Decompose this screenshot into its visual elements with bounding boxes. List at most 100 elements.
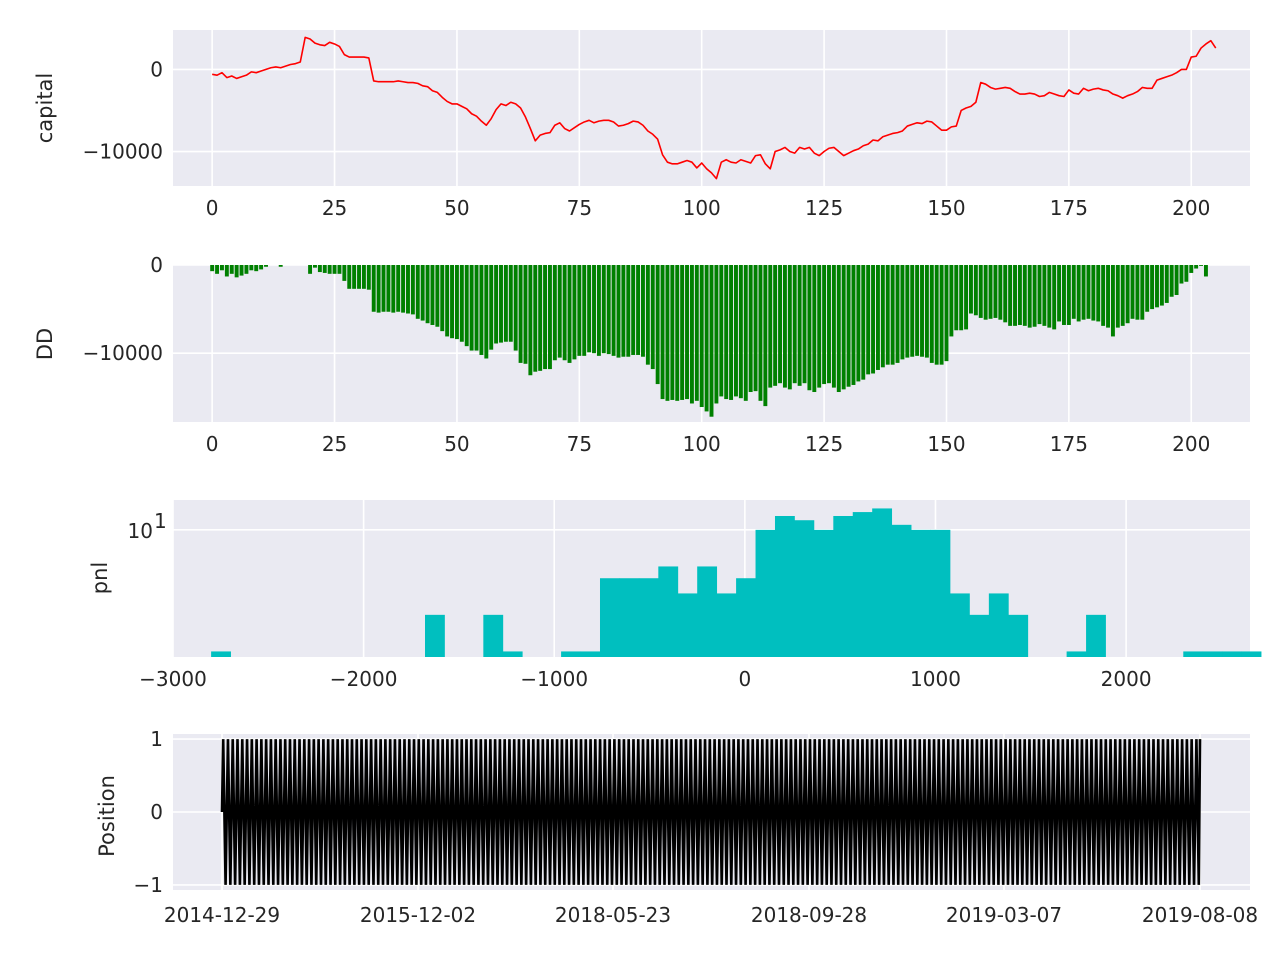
- pnl-histogram-bar: [774, 516, 795, 657]
- drawdown-bar: [1042, 265, 1047, 326]
- drawdown-bar: [494, 265, 499, 344]
- drawdown-bar: [562, 265, 567, 361]
- drawdown-bar: [1096, 265, 1101, 322]
- drawdown-bar: [450, 265, 454, 339]
- drawdown-bar: [327, 265, 332, 274]
- pnl-histogram-bar: [872, 508, 893, 657]
- drawdown-bar: [391, 265, 396, 313]
- pnl-histogram-bar: [755, 529, 776, 657]
- drawdown-bar: [1027, 265, 1032, 328]
- drawdown-bar: [430, 265, 435, 325]
- drawdown-bar: [1003, 265, 1008, 323]
- drawdown-bar: [1179, 265, 1184, 284]
- drawdown-bar: [729, 265, 734, 400]
- pnl-histogram-bar: [813, 529, 834, 657]
- drawdown-bar: [601, 265, 606, 354]
- x-tick-label: 75: [567, 432, 592, 456]
- x-tick-label: 25: [322, 432, 347, 456]
- drawdown-bar: [802, 265, 807, 384]
- drawdown-bar: [724, 265, 729, 400]
- x-tick-label: 125: [805, 196, 843, 220]
- drawdown-bar: [308, 265, 313, 274]
- drawdown-bar: [425, 265, 430, 324]
- drawdown-y-axis-label: DD: [33, 328, 57, 360]
- drawdown-bar: [699, 265, 704, 408]
- drawdown-bar: [1032, 265, 1037, 327]
- drawdown-bar: [259, 265, 264, 270]
- drawdown-bar: [748, 265, 753, 393]
- drawdown-bar: [660, 265, 665, 400]
- drawdown-bar: [993, 265, 998, 318]
- drawdown-bar: [254, 265, 259, 272]
- drawdown-bar: [1071, 265, 1076, 319]
- pnl-histogram-bar: [658, 566, 679, 657]
- drawdown-bar: [220, 265, 224, 271]
- drawdown-bar: [734, 265, 738, 397]
- drawdown-bar: [1057, 265, 1062, 322]
- drawdown-bar: [675, 265, 680, 401]
- drawdown-bar: [332, 265, 337, 274]
- drawdown-bar-chart: 0 25 50 75 100 125 150 175 200 0 −10000 DD: [33, 253, 1250, 456]
- x-tick-label: 2019-03-07: [946, 903, 1062, 927]
- drawdown-bar: [538, 265, 543, 371]
- drawdown-bar: [1169, 265, 1174, 297]
- drawdown-bar: [322, 265, 327, 273]
- drawdown-bar: [210, 265, 215, 272]
- drawdown-bar: [513, 265, 518, 351]
- drawdown-bar: [929, 265, 934, 363]
- position-y-axis-label: Position: [95, 775, 119, 857]
- drawdown-bar: [807, 265, 812, 391]
- position-step-chart: 2014-12-29 2015-12-02 2018-05-23 2018-09-28…: [95, 727, 1258, 927]
- x-tick-label: 2019-08-08: [1142, 903, 1258, 927]
- drawdown-bar: [920, 265, 924, 357]
- drawdown-bar: [234, 265, 239, 278]
- drawdown-bar: [875, 265, 880, 370]
- drawdown-bar: [851, 265, 856, 385]
- drawdown-bar: [949, 265, 954, 337]
- drawdown-bar: [445, 265, 450, 337]
- pnl-histogram-bar: [561, 651, 581, 657]
- drawdown-bar: [709, 265, 714, 417]
- drawdown-bar: [1145, 265, 1150, 312]
- drawdown-bar: [670, 265, 675, 400]
- drawdown-bar: [1189, 265, 1194, 273]
- drawdown-bar: [357, 265, 361, 289]
- capital-series-line: [212, 36, 1217, 180]
- drawdown-bar: [317, 265, 322, 273]
- pnl-histogram-bar: [211, 651, 231, 657]
- drawdown-bar: [773, 265, 778, 386]
- pnl-histogram-bar: [736, 578, 756, 657]
- drawdown-bar: [342, 265, 347, 281]
- drawdown-bar: [753, 265, 758, 392]
- x-tick-label: 0: [206, 432, 219, 456]
- x-tick-label: 200: [1172, 196, 1210, 220]
- pnl-histogram-bar: [502, 651, 523, 657]
- drawdown-bar: [650, 265, 655, 370]
- x-tick-label: 100: [683, 196, 721, 220]
- drawdown-bar: [831, 265, 836, 388]
- drawdown-bar: [1155, 265, 1159, 308]
- drawdown-bar: [1174, 265, 1179, 295]
- drawdown-bar: [1199, 265, 1204, 266]
- drawdown-bar: [386, 265, 391, 312]
- drawdown-bar: [782, 265, 787, 388]
- drawdown-bar: [631, 265, 636, 355]
- drawdown-bar: [885, 265, 890, 365]
- x-tick-label: −3000: [139, 667, 207, 691]
- drawdown-bar: [406, 265, 410, 314]
- x-tick-label: 25: [322, 196, 347, 220]
- drawdown-bar: [523, 265, 528, 364]
- drawdown-bar: [910, 265, 915, 357]
- drawdown-bar: [278, 265, 283, 267]
- x-tick-label: 0: [206, 196, 219, 220]
- pnl-histogram-bar: [425, 614, 445, 657]
- drawdown-bar: [689, 265, 694, 404]
- pnl-histogram-bar: [1202, 651, 1223, 657]
- drawdown-bar: [420, 265, 425, 321]
- drawdown-bar: [880, 265, 885, 368]
- drawdown-bar: [1135, 265, 1140, 320]
- drawdown-bar: [900, 265, 905, 360]
- drawdown-bar: [592, 265, 596, 354]
- drawdown-bar: [337, 265, 342, 274]
